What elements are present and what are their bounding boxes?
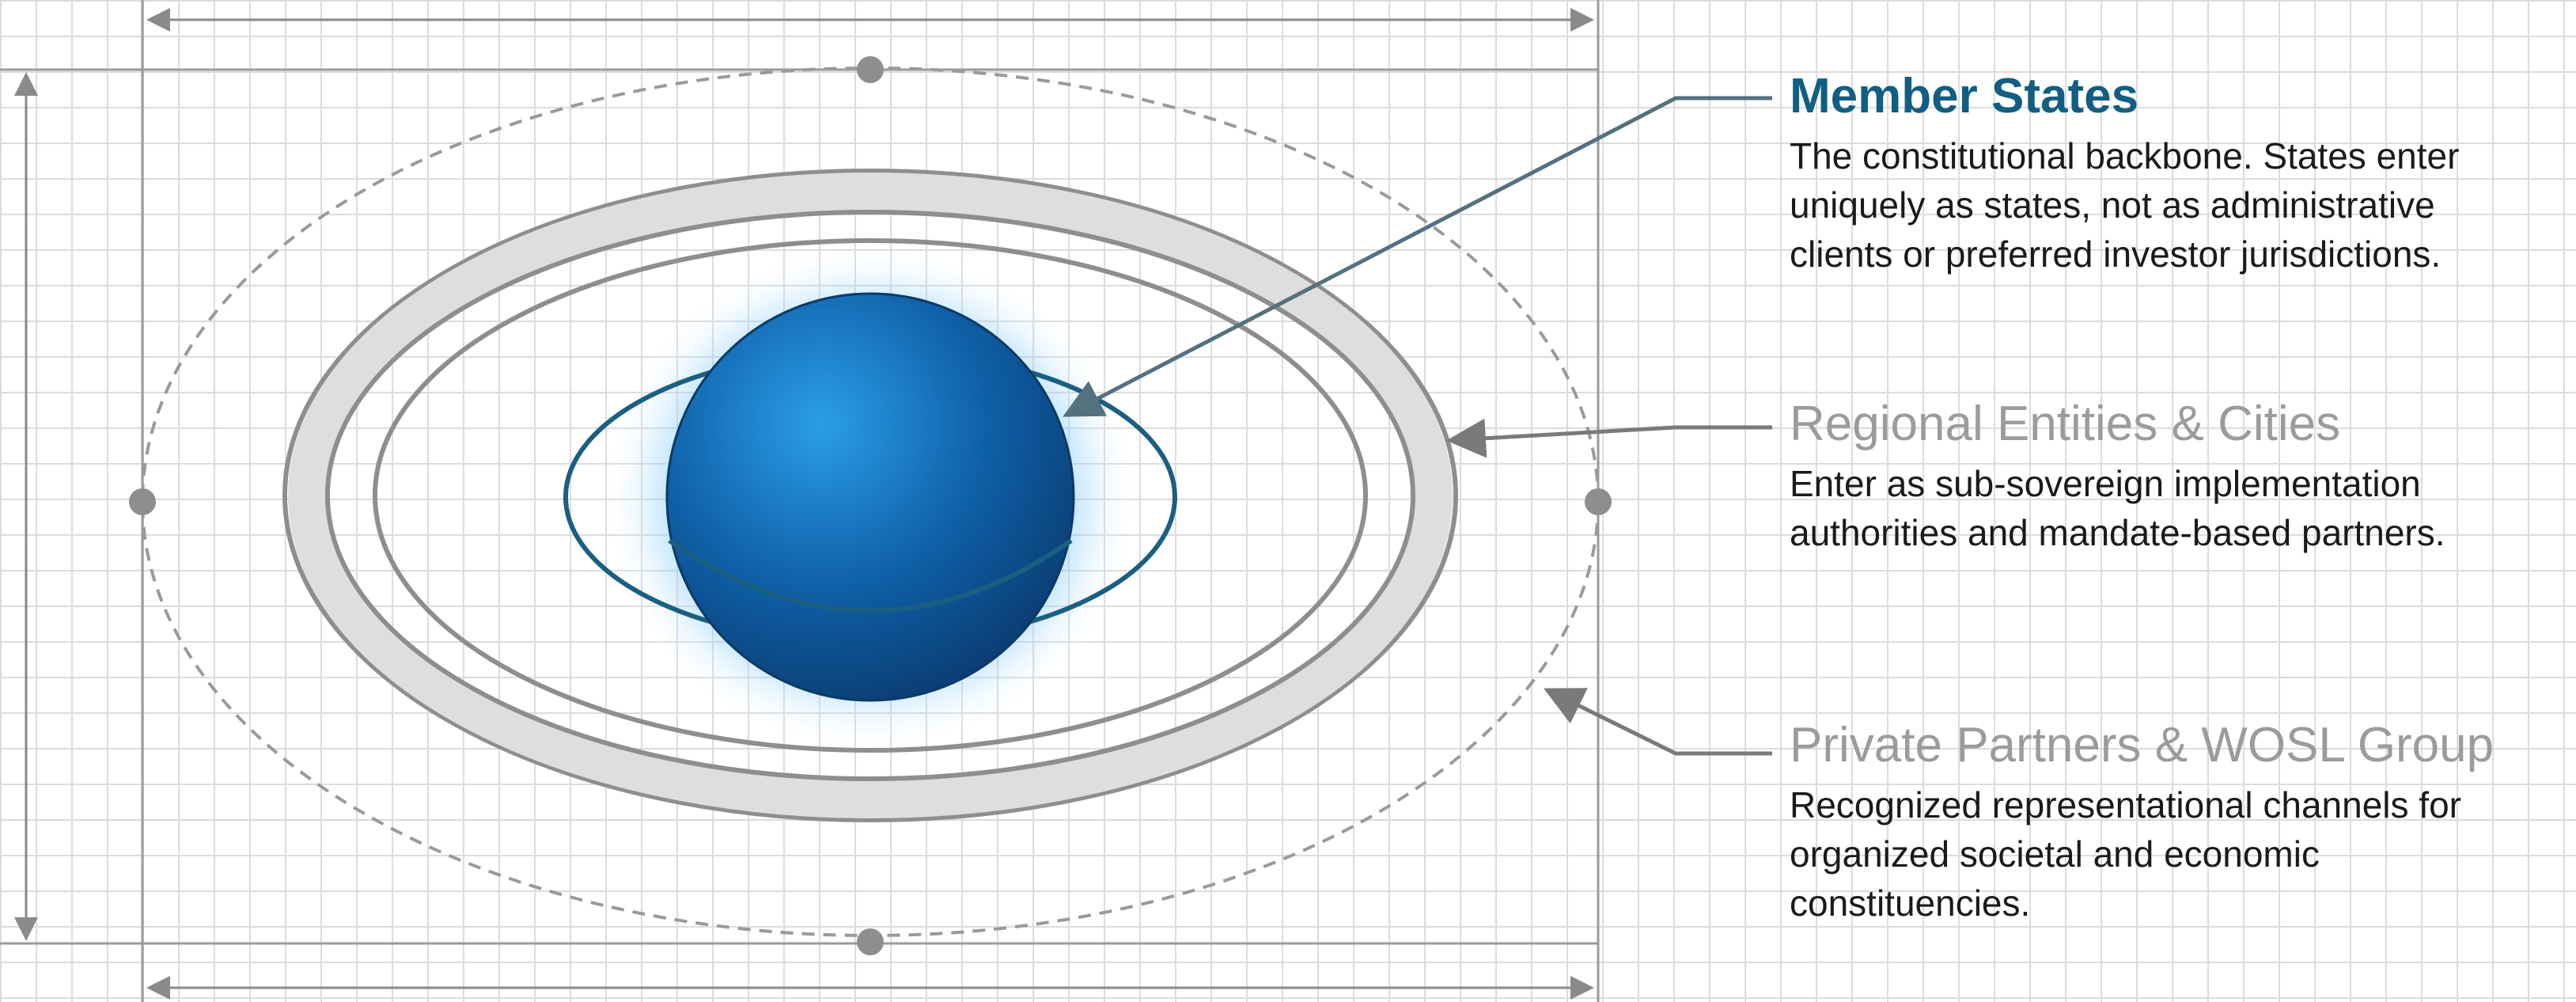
private-partners-description: Recognized representational channels for…: [1790, 780, 2494, 928]
leader-line-member-states: [1063, 96, 1772, 417]
handle-dot-right: [1585, 488, 1612, 515]
dimension-arrows: [14, 8, 1594, 1000]
description-line: clients or preferred investor jurisdicti…: [1790, 233, 2442, 275]
handle-dot-top: [857, 56, 884, 83]
regional-entities-description: Enter as sub-sovereign implementation au…: [1790, 459, 2445, 557]
description-line: Recognized representational channels for: [1790, 784, 2461, 826]
description-line: organized societal and economic: [1790, 833, 2320, 875]
thick-gray-ring-band: [288, 173, 1453, 818]
description-line: constituencies.: [1790, 882, 2031, 924]
thick-gray-ring-outer: [282, 169, 1458, 822]
member-states-description: The constitutional backbone. States ente…: [1790, 131, 2459, 279]
member-states-label: Member States The constitutional backbon…: [1790, 69, 2459, 279]
description-line: The constitutional backbone. States ente…: [1790, 135, 2460, 177]
regional-entities-title: Regional Entities & Cities: [1790, 397, 2341, 451]
private-partners-title: Private Partners & WOSL Group: [1790, 718, 2495, 772]
ellipse-handles: [129, 56, 1612, 955]
description-line: authorities and mandate-based partners.: [1790, 512, 2445, 554]
regional-entities-label: Regional Entities & Cities Enter as sub-…: [1790, 397, 2445, 557]
handle-dot-left: [129, 488, 156, 515]
member-states-sphere: [665, 292, 1075, 702]
description-line: uniquely as states, not as administrativ…: [1790, 184, 2435, 226]
private-partners-label: Private Partners & WOSL Group Recognized…: [1790, 718, 2495, 928]
thick-gray-ring-inner: [325, 210, 1415, 781]
description-line: Enter as sub-sovereign implementation: [1790, 463, 2421, 505]
leader-line-private: [1544, 688, 1772, 756]
leader-line-regional: [1446, 418, 1772, 458]
member-states-title: Member States: [1790, 69, 2139, 123]
blue-orbit-front-arc: [668, 538, 1073, 613]
leader-lines: [1063, 96, 1772, 756]
handle-dot-bottom: [857, 928, 884, 955]
